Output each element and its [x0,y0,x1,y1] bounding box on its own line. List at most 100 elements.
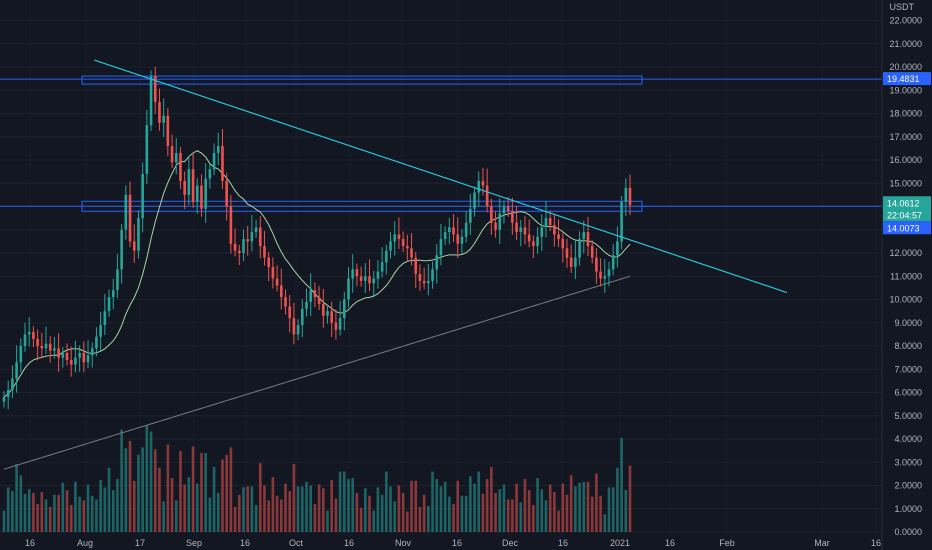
candle-body [599,271,602,279]
candle-body [439,239,443,256]
candle-body [2,397,6,402]
volume-bar [212,466,216,532]
price-tick-label: 9.0000 [894,318,922,328]
candle-body [27,332,31,335]
candle-body [590,246,594,258]
candle-body [548,218,552,226]
volume-bar [162,501,165,532]
volume-bar [376,487,380,532]
ma-fast-line [3,150,631,398]
time-tick-label: Aug [77,538,93,548]
volume-bar [27,489,31,532]
volume-bar [494,492,497,532]
volume-bar [347,478,350,532]
volume-bar [111,490,115,532]
candle-body [111,290,115,298]
candle-body [250,232,254,242]
horizontal-levels[interactable] [0,75,882,212]
candle-body [435,255,439,270]
candle-body [145,125,149,174]
volume-bar [519,502,523,532]
price-tick-label: 11.0000 [890,271,922,281]
volume-bar [485,478,489,532]
volume-bar [216,492,220,532]
volume-bar [338,471,342,532]
moving-averages [3,150,631,470]
candle-body [460,236,464,244]
volume-bar [611,487,615,532]
candle-body [544,218,548,228]
volume-bar [603,514,607,532]
volume-bar [557,510,560,532]
time-tick-label: 17 [135,538,145,548]
candle-body [326,311,329,316]
volume-bar [271,477,275,532]
time-tick-label: Sep [186,538,202,548]
countdown-tag-bg [883,208,931,222]
candle-body [431,269,434,281]
candle-body [406,246,409,249]
candle-body [393,234,397,242]
price-tick-label: 18.0000 [889,109,922,119]
time-axis[interactable]: 16 Aug 17 Sep 16 Oct 16 Nov 16 Dec 16 2021 16 Feb Mar 1… [25,538,881,548]
time-tick-label: 16 [25,538,35,548]
candle-body [464,222,468,237]
candle-body [183,180,186,195]
candle-body [338,318,342,330]
volume-bar [536,478,539,532]
volume-bar [452,504,455,532]
candle-body [120,229,123,270]
candle-body [359,276,363,281]
candle-body [422,280,426,284]
time-tick-label: 16 [240,538,250,548]
price-tick-label: 7.0000 [894,364,922,374]
volume-bar [364,488,367,532]
candle-body [561,239,565,249]
resistance-price-tag-bg [883,72,931,86]
candle-body [473,192,476,209]
volume-bar [448,496,451,532]
candle-body [149,76,153,126]
candle-body [418,273,422,281]
candle-body [616,241,619,256]
volume-bar [443,481,447,532]
candle-body [317,297,321,305]
trendline[interactable] [94,59,788,294]
volume-bar [221,459,224,532]
candle-body [309,290,313,302]
volume-bar [523,478,527,532]
price-tick-label: 1.0000 [894,504,922,514]
candle-body [275,278,279,286]
volume-bar [427,505,430,532]
volume-bar [61,482,65,532]
candle-body [246,239,249,242]
candle-body [74,357,77,365]
volume-bar [385,471,388,532]
candle-body [162,115,165,123]
volume-bar [141,447,144,532]
candle-body [498,213,502,230]
volume-bar [473,483,476,532]
candle-body [116,269,119,291]
price-axis[interactable]: 22.0000 21.0000 20.0000 19.0000 18.0000 17.00… [881,0,922,550]
volume-bar [2,510,6,532]
volume-bar [208,497,212,532]
volume-bar [590,496,594,532]
volume-bar [326,510,329,532]
volume-bar [254,505,258,532]
candle-body [191,169,195,202]
candle-body [237,250,241,253]
candle-body [279,285,283,298]
candle-body [158,101,161,123]
candle-body [132,241,136,251]
volume-bar [343,471,346,532]
volume-bar [82,500,86,532]
volume-bar [565,494,569,532]
candle-body [204,178,207,209]
support-price-tag-bg [883,221,931,235]
candle-body [540,227,544,237]
volume-bar [78,496,81,532]
candle-body [490,206,493,223]
candle-body [32,332,35,340]
